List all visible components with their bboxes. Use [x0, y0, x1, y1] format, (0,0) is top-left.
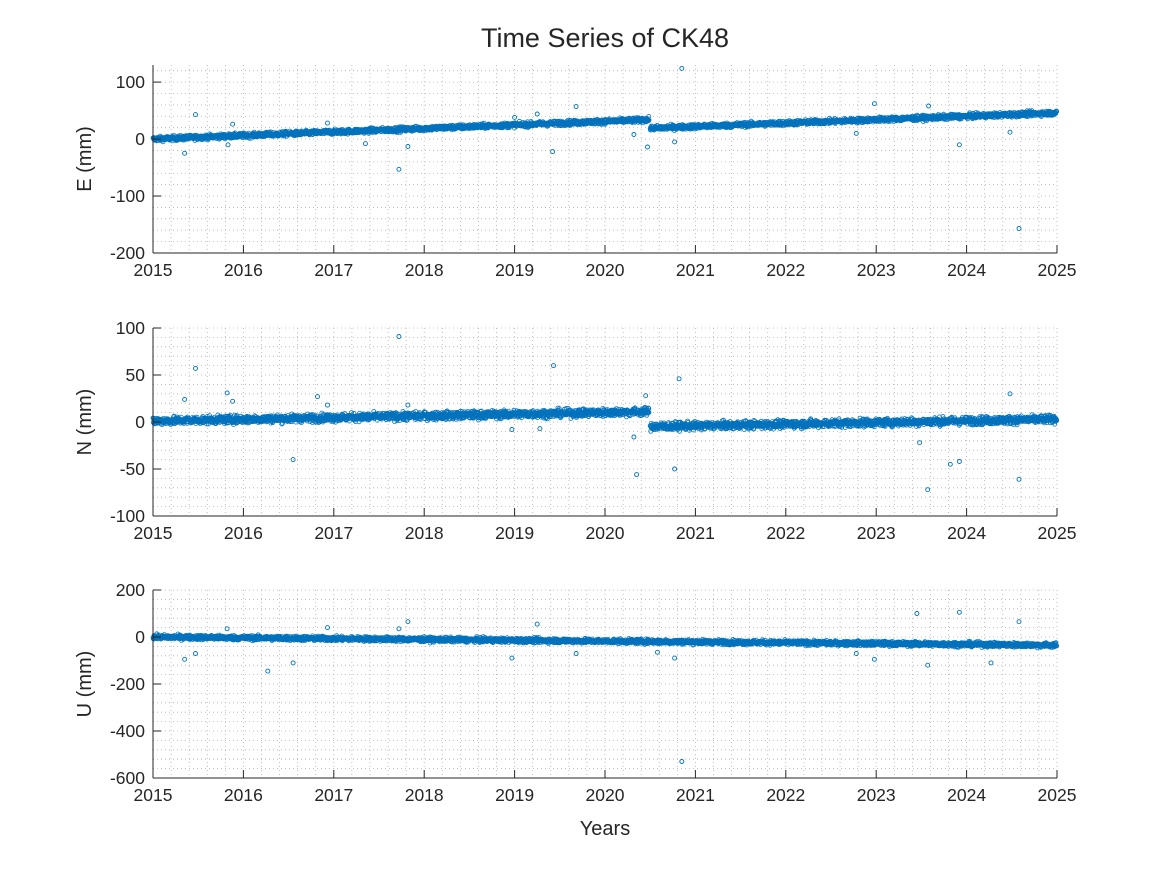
- x-tick-label: 2022: [766, 260, 805, 280]
- outlier-point: [193, 112, 198, 118]
- x-tick-label: 2016: [224, 260, 263, 280]
- y-tick-label: -200: [110, 243, 145, 263]
- y-tick-label: -100: [110, 186, 145, 206]
- figure-title: Time Series of CK48: [481, 23, 729, 53]
- series-E: [150, 65, 1060, 231]
- outlier-point: [871, 101, 877, 107]
- x-tick-label: 2021: [676, 260, 715, 280]
- outlier-point: [1016, 226, 1022, 231]
- y-tick-label: 0: [135, 129, 145, 149]
- outlier-point: [182, 150, 188, 156]
- outlier-point: [672, 139, 678, 145]
- outlier-point: [853, 130, 859, 136]
- panel-N: 2015 2016 2017 2018 2019 2020 2021 2022 2023 2024…: [74, 318, 1076, 543]
- outlier-point: [645, 144, 650, 150]
- outlier-point: [405, 144, 411, 149]
- outlier-point: [534, 111, 540, 117]
- outlier-point: [230, 121, 236, 127]
- outlier-point: [956, 142, 962, 148]
- y-tick-label: 100: [116, 72, 145, 92]
- x-tick-label: 2018: [405, 260, 444, 280]
- outlier-point: [325, 120, 330, 126]
- outlier-point: [679, 65, 685, 71]
- x-tick-label: 2025: [1038, 260, 1077, 280]
- y-axis-label: E (mm): [74, 126, 96, 192]
- outlier-point: [631, 132, 637, 137]
- x-tick-label: 2017: [314, 260, 353, 280]
- x-tick-label: 2015: [134, 260, 173, 280]
- outlier-point: [550, 149, 556, 155]
- outlier-point: [926, 103, 932, 109]
- x-tick-label: 2024: [947, 260, 986, 280]
- panel-E: 2015 2016 2017 2018 2019 2020 2021 2022 2023 2024…: [74, 65, 1076, 280]
- x-tick-label: 2019: [495, 260, 534, 280]
- outlier-point: [1007, 129, 1013, 135]
- x-tick-label: 2020: [586, 260, 625, 280]
- grid-E: [152, 65, 1058, 254]
- x-tick-label: 2023: [857, 260, 896, 280]
- outlier-point: [362, 141, 368, 147]
- outlier-point: [225, 142, 231, 148]
- outlier-point: [573, 104, 579, 110]
- outlier-point: [396, 166, 402, 172]
